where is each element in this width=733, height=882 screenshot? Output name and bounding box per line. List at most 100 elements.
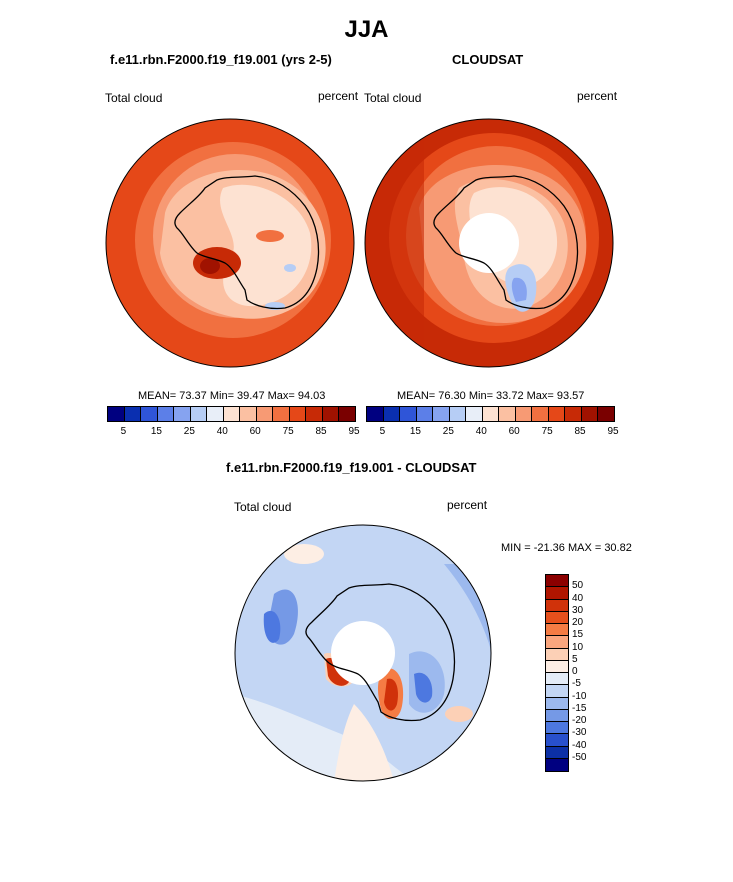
colorbar-swatch xyxy=(256,407,274,421)
colorbar-swatch xyxy=(499,407,516,421)
left-var-label: Total cloud xyxy=(105,91,163,105)
colorbar-swatch xyxy=(546,611,568,624)
colorbar-swatch xyxy=(581,407,599,421)
colorbar-swatch xyxy=(546,758,568,771)
colorbar-swatch xyxy=(546,660,568,673)
colorbar-tick-label: 75 xyxy=(541,426,553,437)
diff-map-positive xyxy=(384,678,398,711)
colorbar-swatch xyxy=(223,407,241,421)
colorbar-swatch xyxy=(598,407,614,421)
diff-stats: MIN = -21.36 MAX = 30.82 xyxy=(501,542,632,554)
colorbar-swatch xyxy=(157,407,175,421)
colorbar-swatch xyxy=(108,407,125,421)
diff-map-positive xyxy=(445,706,473,722)
right-map-coastline xyxy=(433,175,579,310)
colorbar-swatch xyxy=(207,407,224,421)
colorbar-tick-label: 60 xyxy=(508,426,520,437)
colorbar-swatch xyxy=(416,407,434,421)
right-map-border xyxy=(364,118,614,368)
colorbar-tick-label: -15 xyxy=(572,702,587,714)
left-stats: MEAN= 73.37 Min= 39.47 Max= 94.03 xyxy=(138,390,326,402)
colorbar-swatch xyxy=(546,636,568,649)
main-title: JJA xyxy=(344,16,389,43)
left-map-region xyxy=(220,184,312,307)
colorbar-swatch xyxy=(449,407,467,421)
colorbar-swatch xyxy=(565,407,582,421)
right-var-label: Total cloud xyxy=(364,91,422,105)
diff-var-label: Total cloud xyxy=(234,500,292,514)
colorbar-swatch xyxy=(466,407,483,421)
colorbar-swatch xyxy=(367,407,384,421)
colorbar-tick-label: 40 xyxy=(572,592,584,604)
diff-map-region xyxy=(263,610,281,643)
diff-units-label: percent xyxy=(447,498,488,512)
colorbar-tick-label: 10 xyxy=(572,641,584,653)
colorbar-swatch xyxy=(190,407,208,421)
colorbar-tick-label: 85 xyxy=(315,426,327,437)
colorbar-swatch xyxy=(289,407,307,421)
diff-colorbar xyxy=(545,574,569,772)
colorbar-tick-label: 0 xyxy=(572,666,578,677)
colorbar-tick-label: 5 xyxy=(379,426,386,437)
colorbar-swatch xyxy=(532,407,549,421)
colorbar-swatch xyxy=(546,575,568,588)
colorbar-tick-label: 40 xyxy=(216,426,228,437)
colorbar-swatch xyxy=(546,648,568,661)
colorbar-swatch xyxy=(141,407,158,421)
colorbar-tick-label: -20 xyxy=(572,715,587,726)
colorbar-swatch xyxy=(546,624,568,637)
colorbar-tick-label: 15 xyxy=(150,426,162,437)
right-units-label: percent xyxy=(577,89,618,103)
diff-map-polar-hole xyxy=(331,621,395,685)
colorbar-tick-label: 30 xyxy=(572,604,584,616)
colorbar-tick-label: 5 xyxy=(120,426,127,437)
colorbar-swatch xyxy=(433,407,450,421)
right-map-low-cloud xyxy=(511,277,527,302)
right-panel-title: CLOUDSAT xyxy=(452,52,524,67)
colorbar-tick-label: 95 xyxy=(607,426,619,437)
right-map-high-cloud xyxy=(365,119,424,367)
colorbar-tick-label: -30 xyxy=(572,727,587,739)
colorbar-tick-label: 15 xyxy=(572,629,584,641)
colorbar-swatch xyxy=(306,407,323,421)
colorbar-tick-label: 75 xyxy=(282,426,294,437)
diff-map-region xyxy=(334,704,394,781)
colorbar-swatch xyxy=(546,599,568,612)
diff-map-coastline xyxy=(305,583,456,722)
left-colorbar xyxy=(107,406,356,422)
diff-map xyxy=(234,524,492,782)
colorbar-tick-label: -10 xyxy=(572,690,587,702)
colorbar-swatch xyxy=(240,407,257,421)
colorbar-tick-label: 95 xyxy=(348,426,360,437)
colorbar-swatch xyxy=(546,587,568,600)
right-map xyxy=(364,118,614,368)
colorbar-swatch xyxy=(546,734,568,747)
colorbar-tick-label: 85 xyxy=(574,426,586,437)
left-map-high-cloud xyxy=(200,258,220,274)
colorbar-swatch xyxy=(400,407,417,421)
colorbar-swatch xyxy=(482,407,500,421)
colorbar-tick-label: 60 xyxy=(249,426,261,437)
colorbar-tick-label: 50 xyxy=(572,580,584,592)
colorbar-tick-label: 5 xyxy=(572,653,578,665)
colorbar-swatch xyxy=(548,407,566,421)
colorbar-swatch xyxy=(339,407,355,421)
diff-panel-title: f.e11.rbn.F2000.f19_f19.001 - CLOUDSAT xyxy=(226,460,477,475)
left-map xyxy=(105,118,355,368)
left-units-label: percent xyxy=(318,89,359,103)
colorbar-swatch xyxy=(546,673,568,686)
left-map-high-cloud xyxy=(256,230,284,242)
colorbar-swatch xyxy=(515,407,533,421)
colorbar-swatch xyxy=(383,407,401,421)
diff-map-positive xyxy=(284,544,324,564)
colorbar-tick-label: 25 xyxy=(183,426,195,437)
colorbar-tick-label: -40 xyxy=(572,739,587,751)
colorbar-tick-label: 40 xyxy=(475,426,487,437)
diff-map-border xyxy=(234,524,492,782)
right-stats: MEAN= 76.30 Min= 33.72 Max= 93.57 xyxy=(397,390,585,402)
colorbar-swatch xyxy=(124,407,142,421)
diff-map-region xyxy=(414,672,433,703)
left-map-coastline xyxy=(174,175,320,310)
colorbar-swatch xyxy=(322,407,340,421)
colorbar-tick-label: -50 xyxy=(572,751,587,763)
